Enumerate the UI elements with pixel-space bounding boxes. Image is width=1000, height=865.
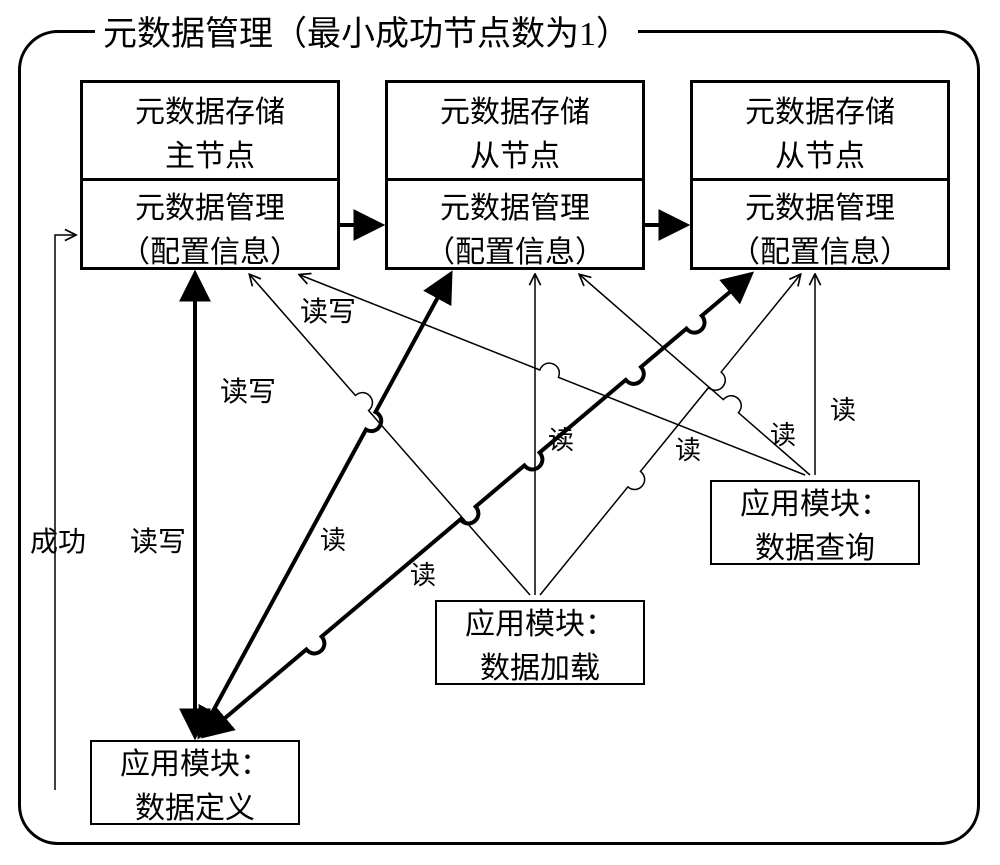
node-subtitle: 元数据管理（配置信息） [83, 178, 337, 273]
app-line1: 应用模块： [722, 479, 908, 523]
metadata-master-node: 元数据存储主节点 元数据管理（配置信息） [80, 80, 340, 270]
node-subtitle: 元数据管理（配置信息） [693, 178, 947, 273]
edge-label: 读 [770, 415, 796, 452]
app-module-data-query: 应用模块： 数据查询 [710, 480, 920, 565]
edge-label: 读写 [130, 520, 186, 560]
node-subtitle: 元数据管理（配置信息） [388, 178, 642, 273]
frame-title: 元数据管理（最小成功节点数为1） [95, 6, 638, 55]
edge-label: 读写 [220, 370, 276, 410]
app-module-data-definition: 应用模块： 数据定义 [90, 740, 300, 825]
app-line2: 数据定义 [102, 783, 288, 827]
edge-label: 读 [548, 420, 574, 457]
metadata-slave-node-2: 元数据存储从节点 元数据管理（配置信息） [690, 80, 950, 270]
node-title: 元数据存储主节点 [83, 83, 337, 178]
node-title: 元数据存储从节点 [388, 83, 642, 178]
app-line2: 数据查询 [722, 523, 908, 567]
edge-label: 读 [320, 520, 346, 557]
app-line1: 应用模块： [102, 739, 288, 783]
metadata-slave-node-1: 元数据存储从节点 元数据管理（配置信息） [385, 80, 645, 270]
edge-label: 读 [410, 555, 436, 592]
edge-label: 读 [675, 430, 701, 467]
app-module-data-load: 应用模块： 数据加载 [435, 600, 645, 685]
app-line2: 数据加载 [447, 643, 633, 687]
diagram-canvas: 元数据管理（最小成功节点数为1） 元数据存储主节点 元数据管理（配置信息） 元数… [0, 0, 1000, 865]
edge-label: 读 [830, 390, 856, 427]
edge-label: 读写 [300, 290, 356, 330]
node-title: 元数据存储从节点 [693, 83, 947, 178]
app-line1: 应用模块： [447, 599, 633, 643]
edge-label: 成功 [30, 520, 86, 560]
